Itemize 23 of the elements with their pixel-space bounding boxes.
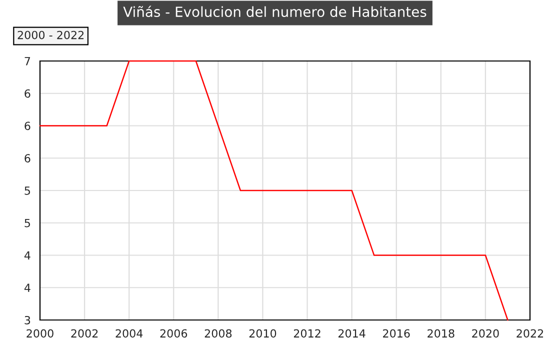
- y-tick-label: 6: [24, 89, 30, 98]
- y-tick-label: 4: [24, 284, 30, 292]
- y-tick-label: 6: [24, 154, 30, 163]
- x-tick-label: 2016: [383, 329, 410, 338]
- y-tick-label: 6: [24, 122, 30, 130]
- x-tick-label: 2002: [71, 329, 98, 338]
- text: 2000 - 2022: [18, 30, 84, 40]
- chart-title: Viñás - Evolucion del numero de Habitantes: [123, 6, 426, 18]
- x-tick-label: 2012: [294, 329, 320, 338]
- x-tick-label: 2006: [160, 329, 188, 338]
- x-tick-label: 2010: [249, 329, 276, 338]
- x-tick-label: 2014: [338, 329, 366, 338]
- x-tick-label: 2022: [516, 329, 544, 338]
- y-tick-label: 5: [24, 218, 30, 228]
- x-tick-label: 2008: [204, 329, 232, 338]
- y-tick-label: 7: [24, 57, 30, 66]
- x-tick-label: 2018: [428, 329, 454, 338]
- y-tick-label: 5: [24, 186, 30, 195]
- y-tick-label: 3: [24, 316, 30, 324]
- x-tick-label: 2000: [26, 329, 54, 338]
- x-tick-label: 2004: [116, 329, 143, 338]
- x-tick-label: 2020: [472, 329, 499, 338]
- y-tick-label: 4: [24, 251, 30, 260]
